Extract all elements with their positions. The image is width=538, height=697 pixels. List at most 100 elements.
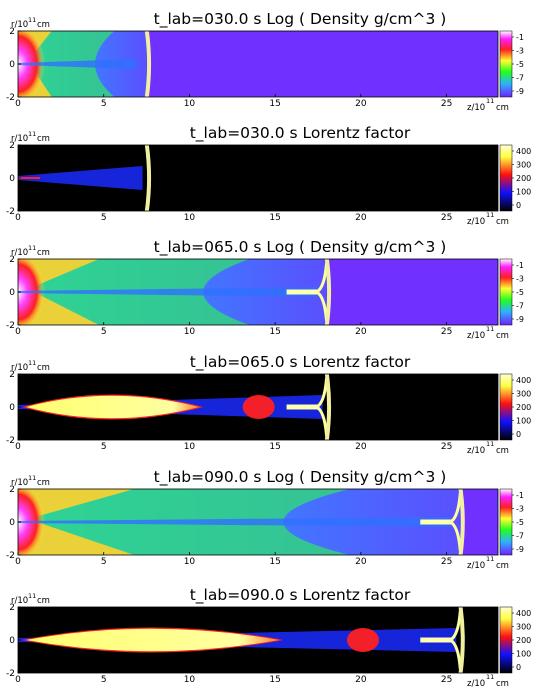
x-tick-label: 15 bbox=[269, 213, 280, 223]
x-tick-label: 10 bbox=[184, 327, 196, 337]
y-tick-label: 0 bbox=[9, 288, 15, 298]
bow-shock bbox=[144, 31, 152, 97]
x-axis-exponent: 11 bbox=[486, 673, 494, 681]
x-tick-label: 15 bbox=[269, 442, 280, 452]
x-tick-label: 25 bbox=[441, 442, 452, 452]
x-tick-label: 15 bbox=[269, 557, 280, 567]
bow-shock bbox=[458, 489, 465, 555]
colorbar-tick-label: 400 bbox=[516, 147, 531, 156]
panel-5: t_lab=090.0 s Log ( Density g/cm^3 ) 0 5 10… bbox=[6, 468, 524, 571]
colorbar bbox=[499, 144, 513, 212]
hot-knot bbox=[242, 395, 275, 419]
y-axis-label: r/10 bbox=[11, 363, 28, 373]
x-tick-label: 25 bbox=[441, 675, 452, 685]
x-tick-label: 20 bbox=[355, 675, 367, 685]
colorbar-tick-label: -1 bbox=[516, 33, 524, 42]
colorbar-tick-label: -3 bbox=[516, 505, 524, 514]
colorbar-tick-label: 300 bbox=[516, 623, 531, 632]
colorbar-tick-label: -5 bbox=[516, 60, 524, 69]
y-tick-label: 0 bbox=[9, 60, 15, 70]
y-axis-exponent: 11 bbox=[28, 244, 36, 252]
y-axis-exponent: 11 bbox=[28, 16, 36, 24]
x-axis-exponent: 11 bbox=[486, 440, 494, 448]
x-tick-label: 20 bbox=[355, 213, 367, 223]
y-tick-label: 0 bbox=[9, 174, 15, 184]
x-tick-label: 0 bbox=[15, 99, 21, 109]
y-tick-label: -2 bbox=[6, 436, 15, 446]
shock-spine bbox=[420, 637, 453, 643]
x-tick-label: 15 bbox=[269, 675, 280, 685]
heatmap-image bbox=[18, 259, 498, 325]
bow-shock bbox=[458, 607, 465, 673]
heatmap-image bbox=[18, 374, 498, 440]
x-axis-unit: cm bbox=[496, 331, 509, 341]
x-tick-label: 25 bbox=[441, 99, 452, 109]
panel-1: t_lab=030.0 s Log ( Density g/cm^3 ) 0 5 10… bbox=[6, 10, 524, 113]
jet-core bbox=[26, 395, 200, 419]
y-tick-label: -2 bbox=[6, 669, 15, 679]
y-tick-label: 2 bbox=[9, 255, 15, 265]
colorbar bbox=[499, 30, 513, 98]
heatmap-image bbox=[18, 489, 498, 555]
x-tick-label: 20 bbox=[355, 557, 367, 567]
colorbar-tick-label: 0 bbox=[516, 201, 521, 210]
colorbar-tick-label: 0 bbox=[516, 663, 521, 672]
x-axis-label: z/10 bbox=[467, 446, 485, 456]
colorbar-tick-label: 200 bbox=[516, 403, 531, 412]
x-axis-label: z/10 bbox=[467, 331, 485, 341]
y-axis-unit: cm bbox=[37, 596, 50, 606]
y-tick-label: -2 bbox=[6, 207, 15, 217]
y-tick-label: 0 bbox=[9, 403, 15, 413]
x-axis-unit: cm bbox=[496, 679, 509, 689]
jet-channel bbox=[18, 287, 317, 297]
x-tick-label: 0 bbox=[15, 442, 21, 452]
jet-core bbox=[26, 628, 280, 652]
x-axis-unit: cm bbox=[496, 561, 509, 571]
x-tick-label: 10 bbox=[184, 675, 196, 685]
shock-spine bbox=[286, 404, 319, 410]
y-tick-label: 2 bbox=[9, 485, 15, 495]
jet-channel bbox=[18, 59, 137, 69]
x-tick-label: 20 bbox=[355, 99, 367, 109]
colorbar-tick-label: -7 bbox=[516, 302, 524, 311]
panel-title: t_lab=090.0 s Log ( Density g/cm^3 ) bbox=[154, 468, 447, 487]
x-tick-label: 25 bbox=[441, 213, 452, 223]
y-tick-label: -2 bbox=[6, 321, 15, 331]
colorbar-tick-label: -5 bbox=[516, 518, 524, 527]
x-tick-label: 10 bbox=[184, 557, 196, 567]
shock-spine bbox=[420, 519, 453, 525]
panel-title: t_lab=030.0 s Lorentz factor bbox=[190, 124, 411, 143]
colorbar-tick-label: 300 bbox=[516, 390, 531, 399]
x-tick-label: 0 bbox=[15, 557, 21, 567]
y-axis-label: r/10 bbox=[11, 20, 28, 30]
jet-sheath bbox=[18, 166, 143, 190]
x-axis-exponent: 11 bbox=[486, 97, 494, 105]
x-tick-label: 0 bbox=[15, 213, 21, 223]
colorbar-tick-label: 300 bbox=[516, 161, 531, 170]
colorbar-tick-label: -3 bbox=[516, 47, 524, 56]
y-tick-label: 2 bbox=[9, 370, 15, 380]
jet-core bbox=[18, 177, 40, 179]
x-tick-label: 5 bbox=[101, 442, 107, 452]
colorbar-tick-label: 100 bbox=[516, 650, 531, 659]
y-tick-label: 0 bbox=[9, 518, 15, 528]
bow-shock bbox=[324, 374, 332, 440]
y-tick-label: 2 bbox=[9, 603, 15, 613]
x-axis-label: z/10 bbox=[467, 217, 485, 227]
heatmap-image bbox=[18, 145, 498, 211]
panel-title: t_lab=065.0 s Log ( Density g/cm^3 ) bbox=[154, 238, 447, 257]
y-axis-label: r/10 bbox=[11, 478, 28, 488]
colorbar-tick-label: -7 bbox=[516, 532, 524, 541]
y-axis-unit: cm bbox=[37, 134, 50, 144]
x-tick-label: 0 bbox=[15, 675, 21, 685]
colorbar-tick-label: -9 bbox=[516, 87, 524, 96]
jet-channel bbox=[18, 517, 451, 527]
x-axis-unit: cm bbox=[496, 217, 509, 227]
x-axis-exponent: 11 bbox=[486, 211, 494, 219]
y-axis-exponent: 11 bbox=[28, 359, 36, 367]
colorbar bbox=[499, 258, 513, 326]
